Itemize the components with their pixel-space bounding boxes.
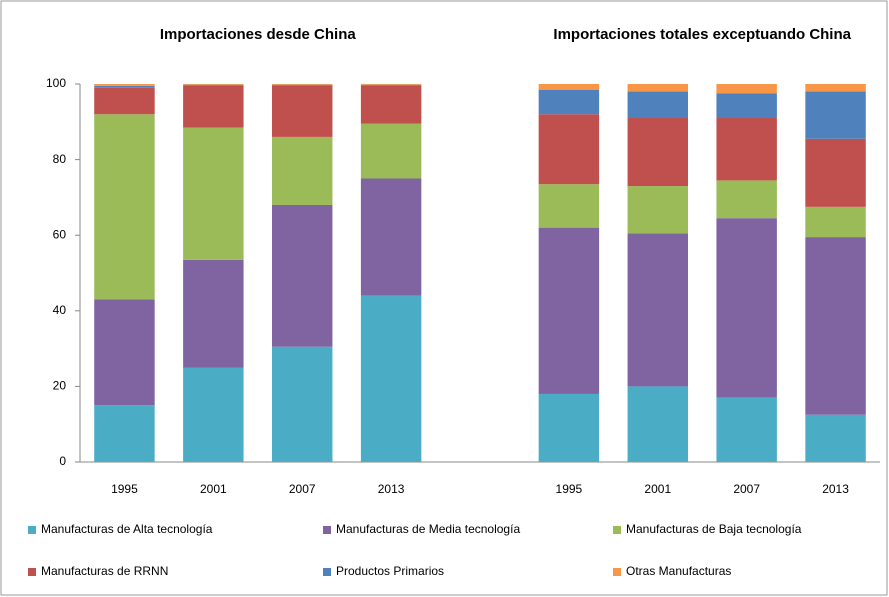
bar-segment xyxy=(627,84,688,92)
bar-segment xyxy=(538,114,600,185)
bar-segment xyxy=(94,299,155,406)
y-tick-label: 40 xyxy=(53,303,67,317)
legend-label: Manufacturas de Media tecnología xyxy=(336,522,520,536)
bar-segment xyxy=(805,91,866,139)
x-tick-label: 1995 xyxy=(556,482,583,496)
bar-segment xyxy=(94,84,155,86)
bar-segment xyxy=(627,186,688,234)
bar-segment xyxy=(538,227,600,394)
y-tick-label: 100 xyxy=(46,76,66,90)
bar-segment xyxy=(716,118,777,181)
bar-segment xyxy=(272,346,333,462)
group-title: Importaciones desde China xyxy=(159,26,356,43)
bar-segment xyxy=(805,206,866,238)
legend-label: Manufacturas de RRNN xyxy=(41,564,168,578)
bar-segment xyxy=(805,414,866,462)
bar-segment xyxy=(94,87,155,115)
x-tick-label: 2001 xyxy=(644,482,671,496)
bar-segment xyxy=(627,91,688,119)
bar-segment xyxy=(716,180,777,219)
bar-segment xyxy=(716,218,777,398)
bar-segment xyxy=(183,85,244,128)
bar-segment xyxy=(360,84,422,85)
x-tick-label: 2007 xyxy=(733,482,760,496)
y-tick-label: 60 xyxy=(53,227,67,241)
legend-swatch xyxy=(323,526,331,534)
x-tick-label: 1995 xyxy=(111,482,138,496)
legend-swatch xyxy=(613,568,621,576)
x-tick-label: 2013 xyxy=(378,482,405,496)
bar-segment xyxy=(716,93,777,119)
legend-label: Otras Manufacturas xyxy=(626,564,731,578)
bar-segment xyxy=(627,233,688,387)
bar-segment xyxy=(360,123,422,179)
bar-segment xyxy=(360,295,422,462)
bar-segment xyxy=(538,393,600,462)
group-title: Importaciones totales exceptuando China xyxy=(553,26,851,43)
legend-label: Manufacturas de Baja tecnología xyxy=(626,522,802,536)
bar-segment xyxy=(538,89,600,115)
legend-swatch xyxy=(28,526,36,534)
y-tick-label: 0 xyxy=(59,454,66,468)
bar-segment xyxy=(94,405,155,462)
y-tick-label: 80 xyxy=(53,152,67,166)
bar-segment xyxy=(538,184,600,228)
bar-segment xyxy=(805,138,866,207)
legend-label: Productos Primarios xyxy=(336,564,444,578)
bar-segment xyxy=(272,136,333,205)
legend-swatch xyxy=(323,568,331,576)
bar-segment xyxy=(183,259,244,368)
bar-segment xyxy=(272,85,333,137)
legend-swatch xyxy=(613,526,621,534)
bar-segment xyxy=(360,85,422,124)
bar-segment xyxy=(272,84,333,86)
bar-segment xyxy=(627,386,688,462)
x-tick-label: 2007 xyxy=(289,482,316,496)
x-tick-label: 2013 xyxy=(822,482,849,496)
y-tick-label: 20 xyxy=(53,379,67,393)
bar-segment xyxy=(716,84,777,94)
x-tick-label: 2001 xyxy=(200,482,227,496)
bar-segment xyxy=(360,84,422,86)
bar-segment xyxy=(183,127,244,260)
legend-label: Manufacturas de Alta tecnología xyxy=(41,522,213,536)
bar-segment xyxy=(272,84,333,85)
bar-segment xyxy=(94,114,155,300)
bar-segment xyxy=(272,204,333,347)
bar-segment xyxy=(94,85,155,88)
bar-segment xyxy=(183,367,244,462)
bar-segment xyxy=(538,84,600,90)
bar-segment xyxy=(183,84,244,86)
legend-swatch xyxy=(28,568,36,576)
bar-segment xyxy=(805,84,866,92)
bar-segment xyxy=(716,397,777,462)
bar-segment xyxy=(627,118,688,187)
bar-segment xyxy=(183,84,244,85)
bar-segment xyxy=(805,237,866,415)
bar-segment xyxy=(360,178,422,296)
